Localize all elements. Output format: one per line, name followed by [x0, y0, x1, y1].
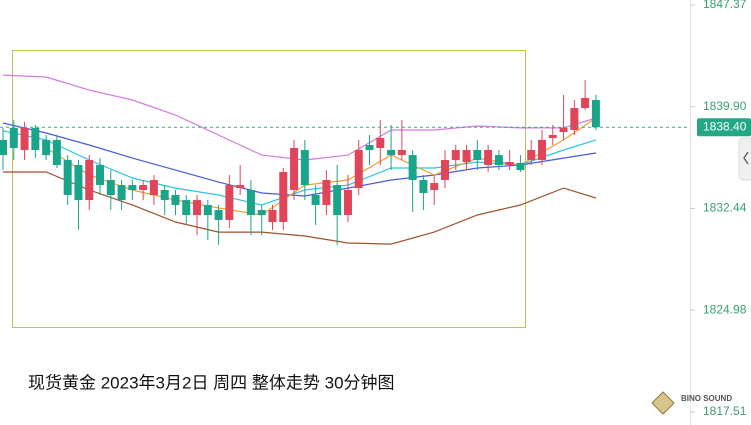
candle-body	[20, 127, 29, 151]
candle-body	[397, 150, 406, 156]
candle-body	[591, 100, 600, 128]
candle-body	[171, 195, 180, 205]
plot-area: 1847.37 1839.90 1832.44 1824.98 1817.51	[0, 0, 747, 418]
candle-body	[451, 150, 460, 160]
candle-body	[354, 150, 363, 189]
candle-body	[505, 162, 514, 166]
y-tick-label: 1839.90	[703, 99, 747, 113]
candle-body	[484, 150, 493, 166]
candle-body	[203, 204, 212, 216]
highlight-box	[12, 50, 526, 328]
logo-text: BINO SOUND	[681, 394, 732, 403]
last-price-tag	[697, 118, 751, 137]
candle-body	[85, 159, 94, 201]
candle-body	[300, 150, 309, 186]
candle-body	[193, 200, 202, 216]
candle-body	[42, 139, 51, 156]
candle-body	[9, 127, 18, 148]
candle-body	[430, 183, 439, 190]
candle-body	[0, 139, 7, 156]
candle-body	[462, 150, 471, 163]
candle-body	[214, 209, 223, 220]
candle-body	[160, 189, 169, 201]
candle-body	[311, 195, 320, 205]
candle-body	[246, 189, 255, 216]
candle-body	[527, 150, 536, 160]
candle-body	[494, 155, 503, 166]
candle-body	[236, 185, 245, 189]
candle-body	[290, 147, 299, 190]
candle-body	[225, 185, 234, 220]
candle-body	[581, 97, 590, 109]
candle-body	[343, 189, 352, 216]
y-tick-label: 1847.37	[703, 0, 747, 11]
candle-body	[419, 180, 428, 193]
candle-body	[128, 185, 137, 190]
candle-body	[440, 159, 449, 181]
indicator-line	[3, 171, 597, 245]
candle-body	[74, 165, 83, 201]
candle-body	[279, 171, 288, 222]
last-price-label: 1838.40	[703, 119, 747, 133]
candle-body	[408, 155, 417, 181]
candle-body	[63, 159, 72, 196]
caption: 现货黄金 2023年3月2日 周四 整体走势 30分钟图	[28, 373, 395, 392]
candle-body	[570, 108, 579, 130]
candle-body	[139, 185, 148, 190]
scroll-button[interactable]	[738, 137, 751, 181]
y-tick-label: 1832.44	[703, 201, 747, 215]
logo-icon	[651, 391, 675, 415]
candle-body	[52, 139, 61, 166]
y-tick-label: 1824.98	[703, 302, 747, 316]
candle-body	[516, 162, 525, 171]
candle-body	[106, 180, 115, 196]
candle-body	[268, 209, 277, 222]
candle-body	[473, 150, 482, 160]
candle-body	[322, 180, 331, 205]
candle-body	[149, 180, 158, 196]
logo: BINO SOUND	[651, 391, 732, 415]
candle-body	[376, 138, 385, 148]
candle-body	[365, 144, 374, 151]
candle-body	[96, 165, 105, 186]
candle-body	[257, 209, 266, 216]
candle-body	[538, 139, 546, 160]
candle-body	[548, 135, 557, 139]
candle-body	[31, 127, 40, 151]
scroll-chevron[interactable]	[743, 151, 749, 165]
candle-body	[182, 200, 191, 216]
candle-body	[387, 150, 396, 156]
candle-body	[333, 185, 342, 216]
candle-body	[559, 127, 568, 133]
candle-body	[117, 185, 126, 201]
y-tick-label: 1817.51	[703, 404, 747, 418]
